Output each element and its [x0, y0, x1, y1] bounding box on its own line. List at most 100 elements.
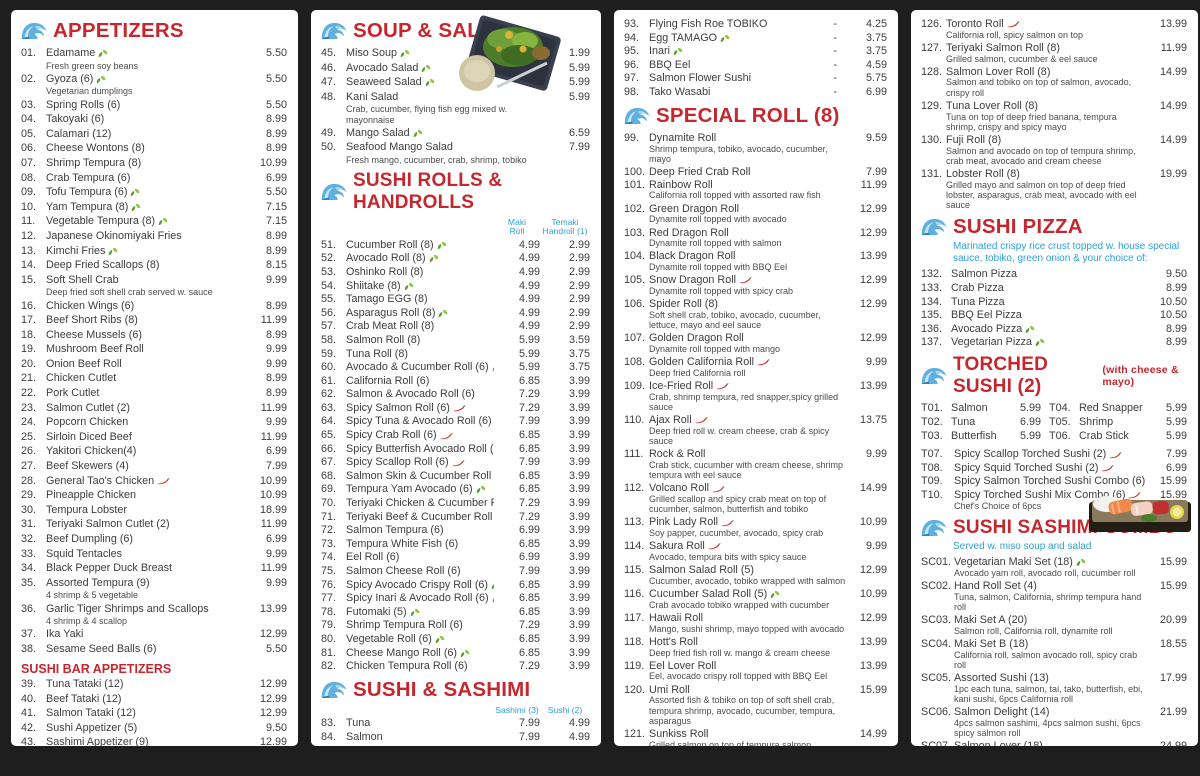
menu-item: 26. Yakitori Chicken(4) 6.99	[21, 445, 287, 458]
item-number: 33.	[21, 547, 37, 560]
item-name: Avocado Roll (8)	[346, 252, 426, 265]
item-name: Assorted Sushi (13)	[954, 672, 1049, 685]
item-number: 104.	[624, 250, 646, 263]
item-number: 62.	[321, 388, 337, 401]
item-name: Flying Fish Roe TOBIKO	[649, 18, 768, 30]
menu-item: 03. Spring Rolls (6) 5.50	[21, 99, 287, 112]
item-number: 131.	[921, 168, 943, 181]
item-price: 12.99	[859, 612, 887, 625]
menu-item: 18. Cheese Mussels (6) 8.99	[21, 329, 287, 342]
item-price: 6.99	[265, 533, 287, 546]
menu-item: 21. Chicken Cutlet 8.99	[21, 372, 287, 385]
item-name: Crab Tempura (6)	[46, 171, 131, 184]
item-name: Takoyaki (6)	[46, 113, 105, 126]
item-number: 119.	[624, 659, 645, 672]
section-header-sushi-pizza: SUSHI PIZZA	[921, 215, 1187, 239]
item-price-maki: 6.99	[518, 551, 540, 564]
item-name: Toronto Roll	[946, 18, 1004, 30]
item-price: 5.50	[265, 98, 287, 111]
item-number: 20.	[21, 357, 37, 370]
item-number: 74.	[321, 551, 337, 564]
item-number: 06.	[21, 142, 37, 155]
item-name: Black Dragon Roll	[649, 250, 736, 263]
item-number: 80.	[321, 632, 337, 645]
appetizers-list: 01. Edamame 5.50 Fresh green soy beans 0…	[21, 47, 287, 656]
item-name: Calamari (12)	[46, 127, 112, 140]
item-number: 78.	[321, 605, 337, 618]
item-name: Cheese Mango Roll (6)	[346, 646, 458, 659]
item-price: 11.99	[260, 314, 287, 327]
item-number: 93.	[624, 18, 640, 30]
item-price-maki: 4.99	[518, 320, 540, 333]
item-number: 98.	[624, 85, 640, 98]
menu-item: 137. Vegetarian Pizza 8.99	[921, 336, 1187, 349]
item-number: 133.	[921, 281, 943, 294]
item-price: 5.99	[568, 76, 590, 89]
menu-item: 49. Mango Salad 6.59	[321, 127, 590, 140]
menu-item: 27. Beef Skewers (4) 7.99	[21, 460, 287, 473]
item-name: Avocado Pizza	[951, 322, 1023, 335]
item-number: 57.	[321, 320, 337, 333]
item-price: 5.50	[265, 642, 287, 655]
item-name: Salmon & Avocado Roll (6)	[346, 388, 475, 401]
item-name: BBQ Eel Pizza	[951, 309, 1022, 322]
vegetarian-icon	[131, 203, 141, 212]
item-price: 8.99	[265, 229, 287, 242]
item-price: 9.99	[865, 356, 887, 369]
wave-icon	[321, 680, 348, 700]
item-price-maki: 6.85	[518, 442, 540, 455]
item-name: Futomaki (5)	[346, 605, 407, 618]
item-description: Cucumber, avocado, tobiko wrapped with s…	[649, 575, 846, 586]
item-name: Avocado Salad	[346, 61, 419, 74]
menu-item: 110. Ajax Roll 13.75	[624, 414, 887, 426]
item-price: 12.99	[259, 677, 287, 690]
sushi-sashimi-combo-section: SUSHI SASHIMI COMBO Served w. miso soup …	[921, 495, 1191, 746]
item-price: 12.99	[259, 707, 287, 720]
item-name: Mango Salad	[346, 126, 410, 139]
item-price-temaki: 3.99	[568, 415, 590, 428]
item-name: Golden Dragon Roll	[649, 332, 744, 345]
item-price: 6.99	[1165, 461, 1187, 474]
menu-item: 76. Spicy Avocado Crispy Roll (6) 6.85 3…	[321, 579, 590, 592]
salad-photo	[459, 15, 561, 91]
item-price-maki: 6.85	[518, 632, 540, 645]
menu-item: SC04. Maki Set B (18) 18.55	[921, 638, 1187, 650]
menu-item: 134. Tuna Pizza 10.50	[921, 296, 1187, 309]
menu-item: T01. Salmon 5.99	[921, 402, 1041, 415]
item-price-temaki: 3.59	[568, 333, 590, 346]
menu-item: 06. Cheese Wontons (8) 8.99	[21, 142, 287, 155]
item-number: 110.	[624, 414, 645, 427]
menu-item: 51. Cucumber Roll (8) 4.99 2.99	[321, 239, 590, 252]
item-number: SC02.	[921, 580, 952, 593]
item-name: Sashimi Appetizer (9)	[46, 736, 149, 746]
item-name: Crab Meat Roll (8)	[346, 320, 435, 333]
menu-item: 94. Egg TAMAGO - 3.75	[624, 32, 887, 45]
item-name: Yakitori Chicken(4)	[46, 445, 137, 458]
vegetarian-icon	[460, 649, 470, 658]
item-name: Salmon Tempura (6)	[346, 524, 444, 537]
item-description: Fresh mango, cucumber, crab, shrimp, tob…	[346, 154, 527, 165]
item-price-temaki: 2.99	[568, 238, 590, 251]
item-number: 128.	[921, 65, 943, 78]
item-price-maki: 4.99	[518, 279, 540, 292]
item-price: 12.99	[859, 298, 887, 311]
menu-item: 113. Pink Lady Roll 10.99	[624, 516, 887, 528]
item-price: 11.99	[260, 430, 287, 443]
item-number: 12.	[21, 229, 37, 242]
item-number: 94.	[624, 31, 640, 44]
item-description: Dynamite roll topped with mango	[649, 343, 781, 354]
menu-item: 54. Shiitake (8) 4.99 2.99	[321, 280, 590, 293]
item-price-maki: 4.99	[518, 293, 540, 306]
menu-item: 106. Spider Roll (8) 12.99	[624, 298, 887, 310]
item-description: 4 shrimp & 5 vegetable	[46, 590, 139, 601]
item-number: 126.	[921, 18, 943, 30]
item-number: 03.	[21, 98, 37, 111]
item-name: Vegetable Tempura (8)	[46, 215, 156, 228]
menu-item: T04. Red Snapper 5.99	[1049, 402, 1187, 415]
item-number: 31.	[21, 518, 37, 531]
menu-item: 05. Calamari (12) 8.99	[21, 128, 287, 141]
item-number: 130.	[921, 133, 943, 146]
item-number: 48.	[321, 90, 337, 103]
item-price: 8.99	[1165, 281, 1187, 294]
item-number: 116.	[624, 588, 645, 601]
